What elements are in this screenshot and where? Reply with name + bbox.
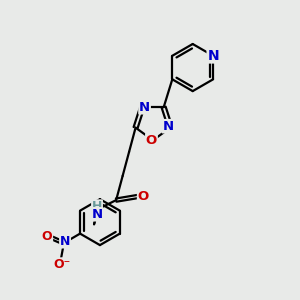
Text: N: N <box>92 208 103 221</box>
Text: N: N <box>162 120 173 133</box>
Text: N: N <box>207 49 219 63</box>
Text: O: O <box>42 230 52 243</box>
Text: N: N <box>60 235 70 248</box>
Text: O⁻: O⁻ <box>53 258 71 271</box>
Text: H: H <box>92 200 102 213</box>
Text: O: O <box>138 190 149 203</box>
Text: O: O <box>146 134 157 147</box>
Text: N: N <box>139 101 150 114</box>
